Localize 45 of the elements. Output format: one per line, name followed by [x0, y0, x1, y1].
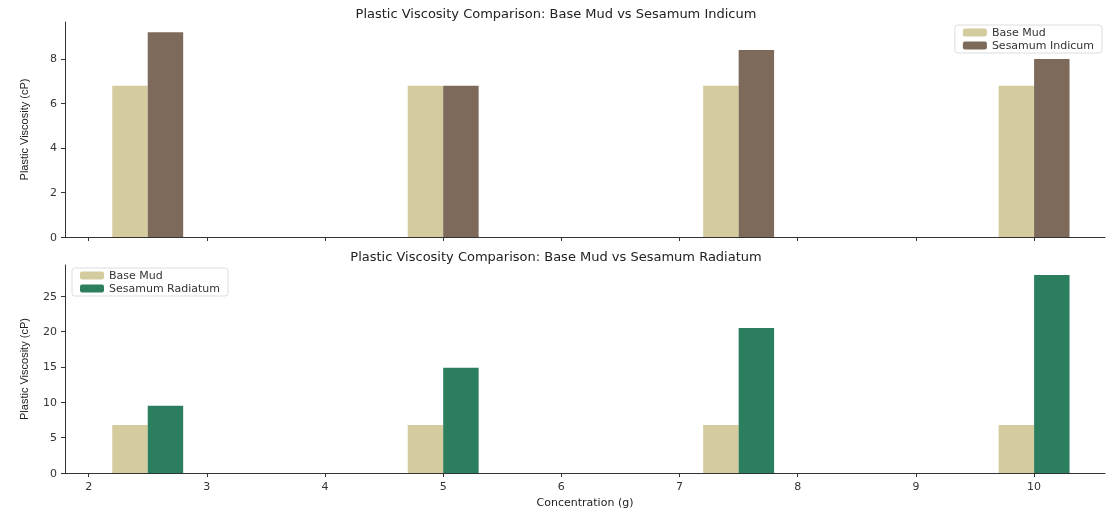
legend-label: Sesamum Radiatum: [109, 282, 221, 295]
bar: [112, 85, 148, 237]
x-tick-label: 10: [1027, 480, 1042, 494]
bar: [998, 424, 1035, 474]
y-tick-label: 5: [50, 431, 57, 445]
y-tick-label: 2: [50, 185, 57, 199]
bar: [407, 424, 444, 474]
x-tick-label: 6: [557, 480, 565, 494]
x-axis-title: Concentration (g): [536, 496, 634, 509]
chart-title: Plastic Viscosity Comparison: Base Mud vs Sesamum Indicum: [355, 6, 757, 21]
bar: [738, 328, 775, 474]
y-axis-title: Plastic Viscosity (cP): [17, 318, 30, 420]
bar: [703, 424, 739, 474]
x-tick-label: 4: [321, 480, 329, 494]
chart-title: Plastic Viscosity Comparison: Base Mud vs Sesamum Radiatum: [350, 249, 762, 264]
y-tick-label: 15: [43, 360, 57, 374]
bar: [443, 85, 479, 237]
x-tick-label: 9: [912, 480, 920, 494]
legend-label: Base Mud: [109, 269, 163, 282]
x-tick-label: 2: [85, 480, 93, 494]
bar: [147, 32, 184, 237]
y-axis-title: Plastic Viscosity (cP): [17, 78, 30, 181]
y-tick-label: 25: [43, 289, 57, 303]
x-tick-label: 7: [676, 480, 684, 494]
legend-label: Base Mud: [991, 26, 1046, 39]
bar: [1034, 274, 1070, 474]
y-tick-label: 4: [50, 141, 57, 155]
x-tick-label: 3: [203, 480, 211, 494]
y-tick-label: 6: [50, 96, 57, 110]
legend-label: Sesamum Indicum: [991, 39, 1095, 52]
bar: [703, 85, 739, 237]
y-tick-label: 0: [50, 466, 57, 480]
bar: [738, 50, 775, 237]
x-tick-label: 8: [794, 480, 802, 494]
bar: [407, 85, 444, 237]
x-tick-label: 5: [439, 480, 447, 494]
y-tick-label: 8: [50, 52, 57, 66]
y-tick-label: 0: [50, 230, 57, 244]
y-tick-label: 10: [43, 395, 57, 409]
bar: [147, 405, 184, 474]
bar: [443, 367, 479, 474]
y-tick-label: 20: [43, 325, 57, 339]
bar: [998, 85, 1035, 237]
bar: [112, 424, 148, 474]
bar: [1034, 58, 1070, 237]
